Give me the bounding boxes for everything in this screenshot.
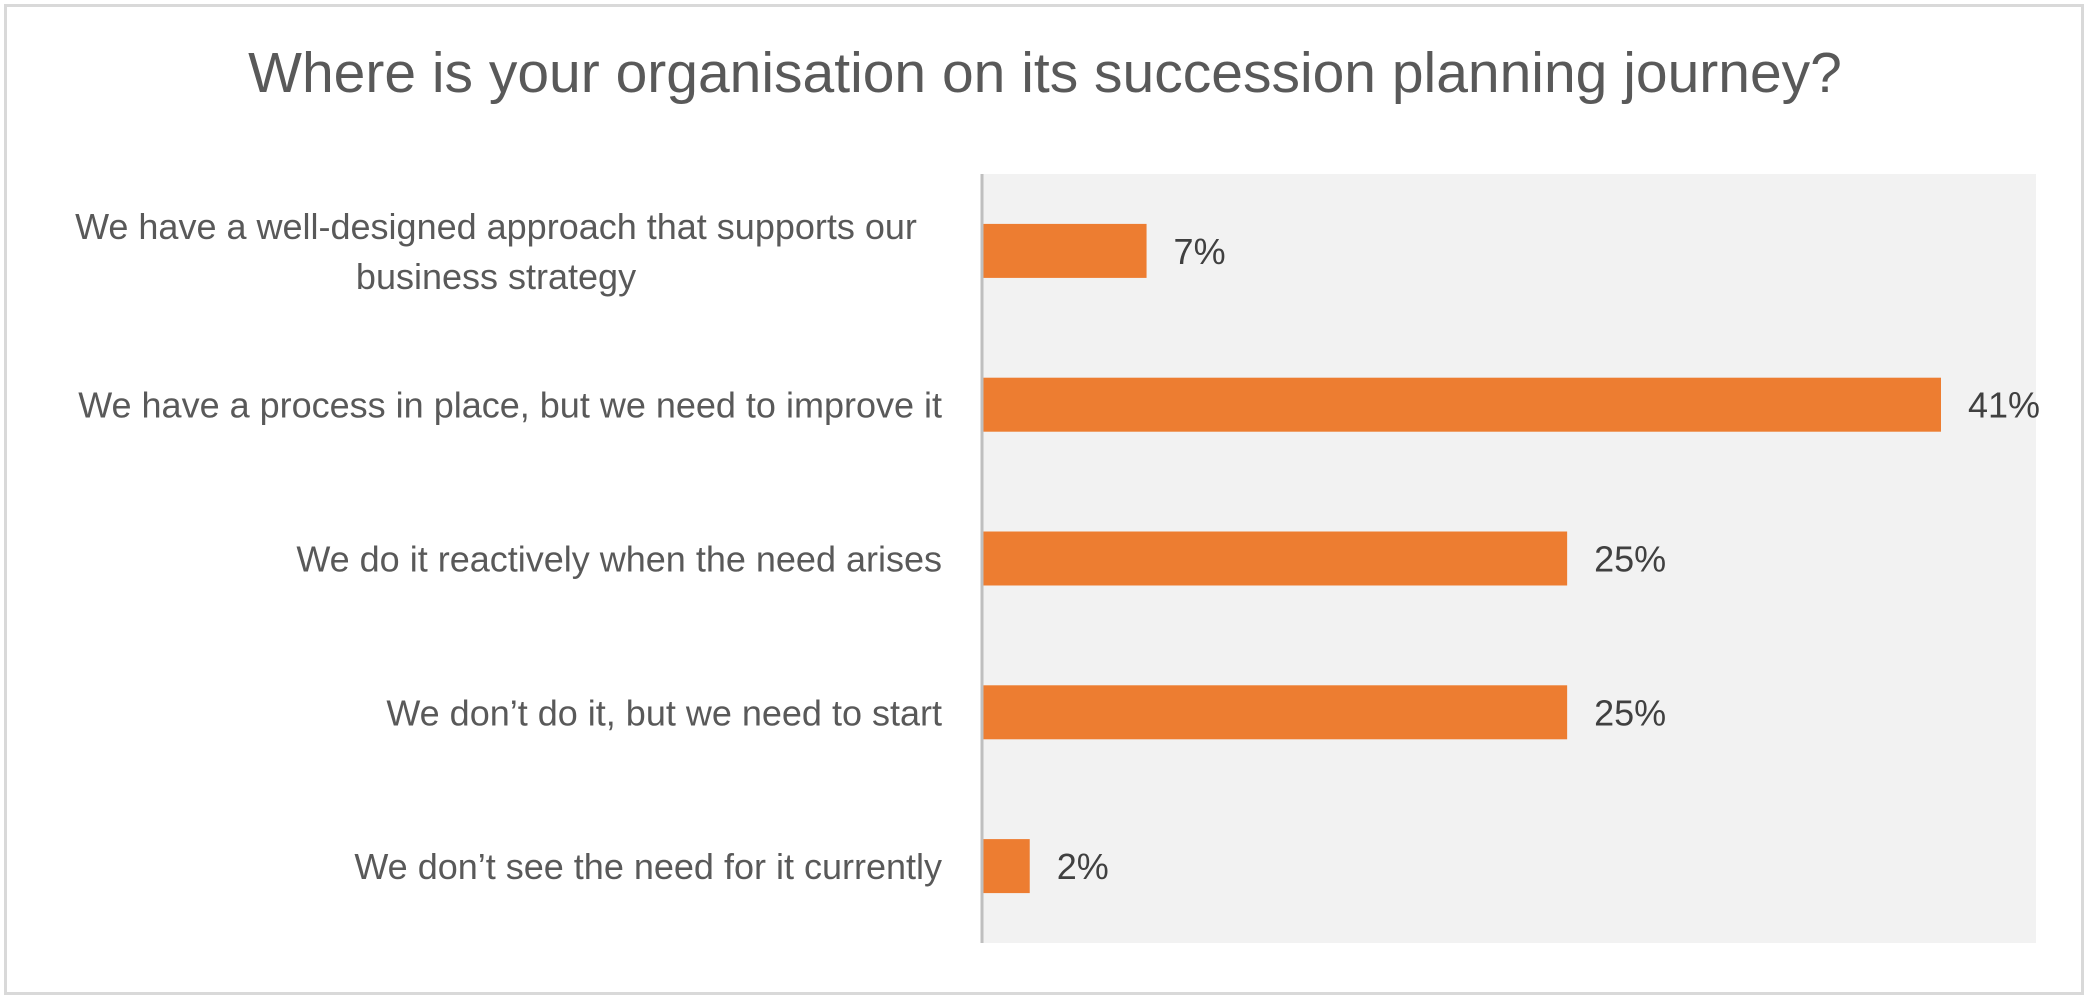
data-labels: 7% 41% 25% 25% 2% bbox=[1057, 231, 2040, 887]
category-label-1: We have a well-designed approach that su… bbox=[75, 206, 917, 297]
category-label-line: We do it reactively when the need arises bbox=[296, 539, 942, 580]
chart-title: Where is your organisation on its succes… bbox=[248, 41, 1842, 105]
bar-5 bbox=[983, 839, 1030, 894]
category-label-2: We have a process in place, but we need … bbox=[78, 385, 942, 426]
bars-group bbox=[983, 223, 1941, 894]
category-label-4: We don’t do it, but we need to start bbox=[386, 692, 942, 733]
category-label-5: We don’t see the need for it currently bbox=[354, 846, 942, 887]
category-label-line: We don’t do it, but we need to start bbox=[386, 692, 942, 733]
category-label-3: We do it reactively when the need arises bbox=[296, 539, 942, 580]
data-label-1: 7% bbox=[1174, 231, 1226, 272]
category-labels: We have a well-designed approach that su… bbox=[75, 206, 942, 887]
bar-3 bbox=[983, 531, 1568, 586]
data-label-2: 41% bbox=[1968, 385, 2040, 426]
bar-4 bbox=[983, 685, 1568, 740]
category-label-line: We have a well-designed approach that su… bbox=[75, 206, 917, 247]
bar-1 bbox=[983, 223, 1147, 278]
bar-2 bbox=[983, 377, 1941, 432]
category-label-line: We don’t see the need for it currently bbox=[354, 846, 942, 887]
category-label-line: business strategy bbox=[356, 256, 636, 297]
category-label-line: We have a process in place, but we need … bbox=[78, 385, 942, 426]
data-label-3: 25% bbox=[1594, 539, 1666, 580]
data-label-5: 2% bbox=[1057, 846, 1109, 887]
data-label-4: 25% bbox=[1594, 692, 1666, 733]
